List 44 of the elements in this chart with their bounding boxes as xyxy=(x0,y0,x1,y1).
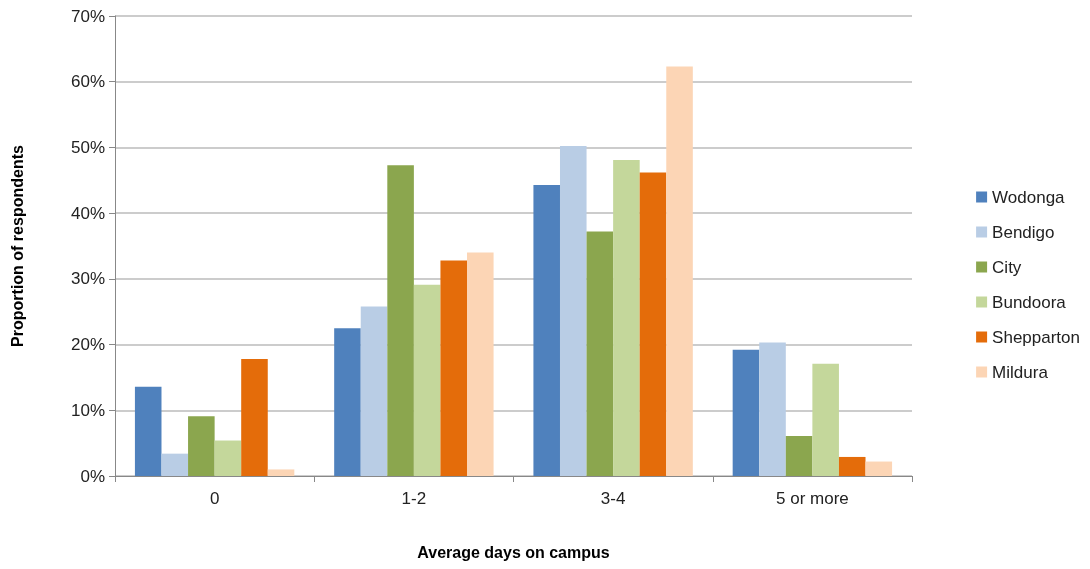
bar xyxy=(440,260,468,476)
legend-label: Bundoora xyxy=(992,292,1067,312)
bar xyxy=(613,159,640,476)
bar xyxy=(267,469,295,476)
bar xyxy=(639,172,667,476)
bar xyxy=(785,435,813,476)
y-tick-label: 50% xyxy=(70,137,105,157)
y-tick-label: 40% xyxy=(70,203,105,223)
y-tick-label: 30% xyxy=(70,269,105,289)
x-tick-label: 5 or more xyxy=(776,489,849,508)
x-tick-label: 3-4 xyxy=(600,489,626,508)
x-tick-label: 0 xyxy=(209,489,220,508)
x-tick-label: 1-2 xyxy=(401,489,427,508)
legend-label: City xyxy=(992,257,1022,277)
y-tick-label: 70% xyxy=(70,6,105,26)
x-axis-title: Average days on campus xyxy=(417,543,610,561)
y-tick-label: 0% xyxy=(80,466,105,486)
legend-label: Wodonga xyxy=(992,187,1066,207)
bar xyxy=(586,231,614,476)
bar xyxy=(666,66,693,476)
legend-label: Bendigo xyxy=(992,222,1055,242)
bar xyxy=(838,456,866,476)
y-axis-title: Proportion of respondents xyxy=(8,145,26,347)
bar xyxy=(387,165,414,476)
bar xyxy=(134,386,162,476)
bar xyxy=(161,453,189,476)
bar xyxy=(334,328,361,476)
bar xyxy=(559,146,587,476)
legend-label: Shepparton xyxy=(992,327,1080,347)
legend-label: Mildura xyxy=(992,362,1049,382)
bar xyxy=(732,349,760,476)
bar xyxy=(467,252,494,476)
bar xyxy=(759,342,786,476)
bar xyxy=(413,284,441,476)
bar xyxy=(533,184,560,476)
bar xyxy=(360,306,388,476)
y-tick-label: 60% xyxy=(70,72,105,92)
y-tick-label: 10% xyxy=(70,400,105,420)
bar xyxy=(241,359,268,476)
y-tick-label: 20% xyxy=(70,335,105,355)
bar xyxy=(865,461,893,476)
bar xyxy=(188,416,215,476)
bar xyxy=(214,440,242,476)
bar xyxy=(812,363,839,476)
